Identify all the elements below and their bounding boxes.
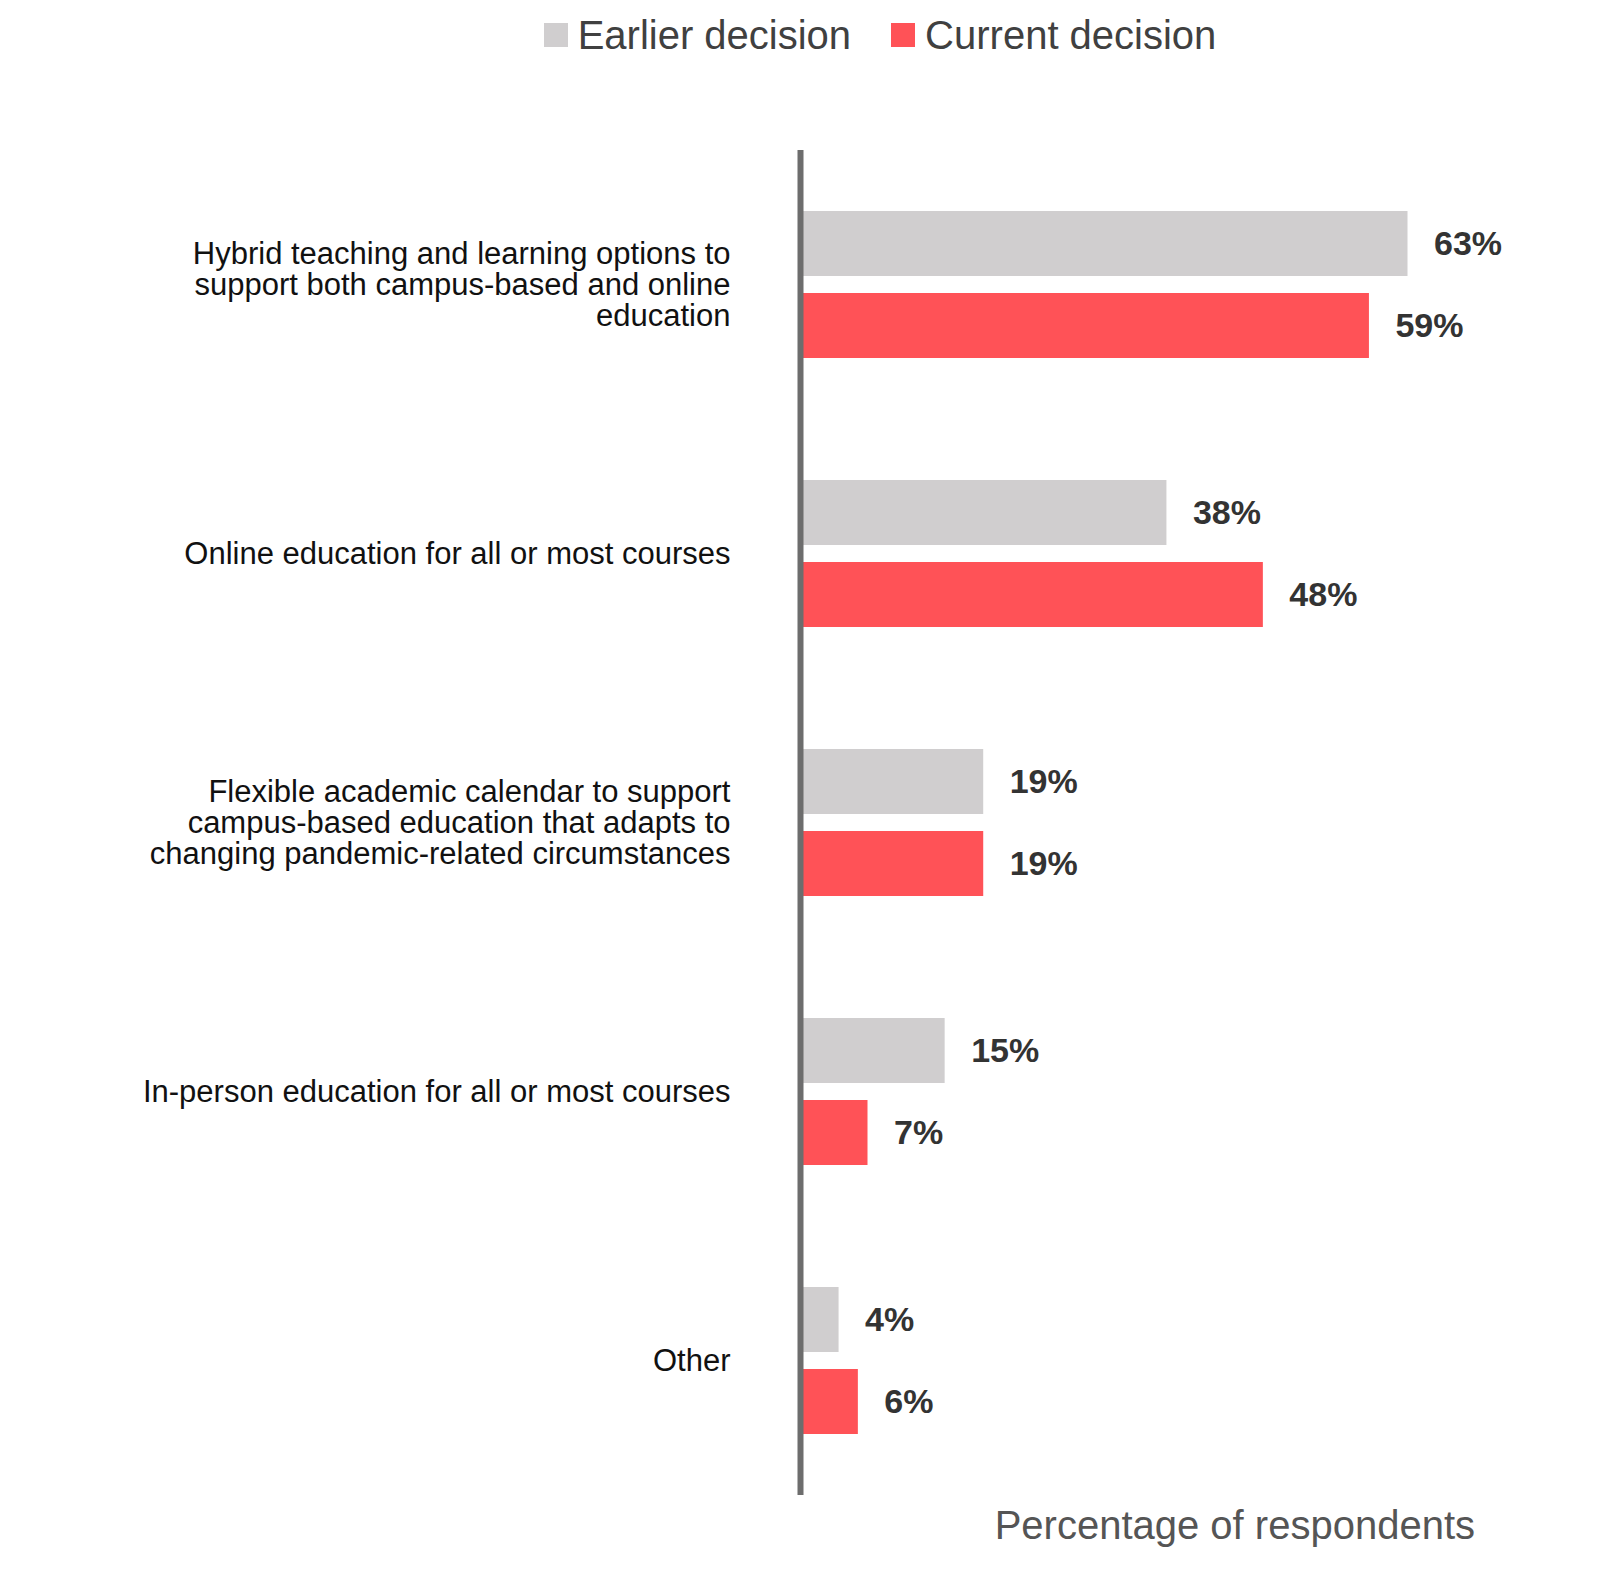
html-text:Percentage of respondents: Percentage of respondents <box>994 1503 1475 1547</box>
svg-text:6%: 6% <box>884 1382 933 1420</box>
svg-text:59%: 59% <box>1395 306 1463 344</box>
svg-text:Hybrid teaching and learning o: Hybrid teaching and learning options tos… <box>193 236 731 333</box>
svg-text:Other: Other <box>653 1343 731 1378</box>
svg-text:19%: 19% <box>1010 762 1078 800</box>
svg-text:15%: 15% <box>971 1031 1039 1069</box>
html-text:Current decision: Current decision <box>925 12 1217 57</box>
svg-text:19%: 19% <box>1010 844 1078 882</box>
svg-text:Online education for all or mo: Online education for all or most courses <box>184 536 730 571</box>
svg-text:63%: 63% <box>1434 224 1502 262</box>
svg-text:48%: 48% <box>1289 575 1357 613</box>
svg-text:38%: 38% <box>1193 493 1261 531</box>
svg-text:4%: 4% <box>865 1300 914 1338</box>
svg-text:7%: 7% <box>894 1113 943 1151</box>
svg-text:Flexible academic calendar to: Flexible academic calendar to supportcam… <box>150 774 731 871</box>
html-text:Earlier decision: Earlier decision <box>577 12 852 57</box>
svg-text:In-person education for all or: In-person education for all or most cour… <box>143 1074 731 1109</box>
